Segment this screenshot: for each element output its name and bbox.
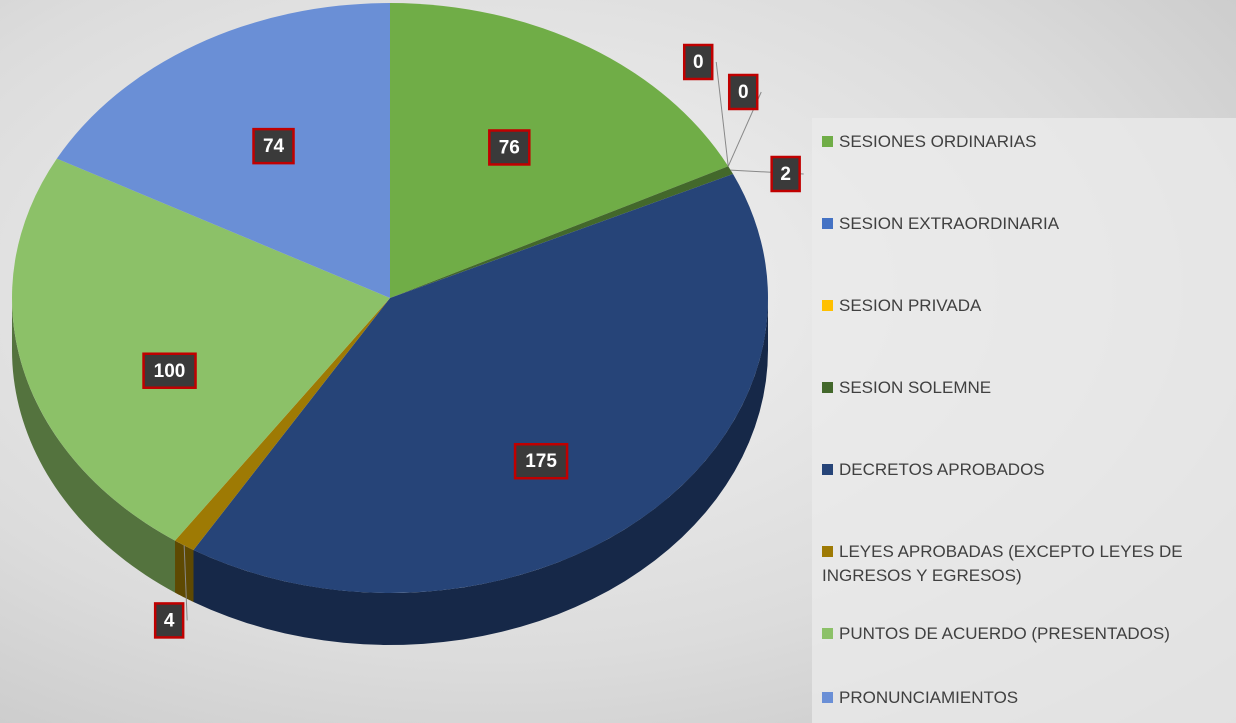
legend-label: PUNTOS DE ACUERDO (PRESENTADOS) (839, 624, 1170, 643)
pie-side (175, 540, 194, 603)
legend-label: SESION PRIVADA (839, 296, 982, 315)
pie-side (193, 298, 768, 645)
data-label: 74 (263, 136, 285, 157)
legend-swatch (822, 692, 833, 703)
legend-swatch (822, 628, 833, 639)
data-label-box (770, 155, 801, 193)
legend-swatch (822, 546, 833, 557)
pie-slice (390, 166, 734, 298)
data-label: 0 (738, 82, 749, 103)
pie-slice (56, 3, 391, 298)
data-label-box (142, 352, 197, 389)
legend-item: DECRETOS APROBADOS (822, 458, 1222, 482)
data-label: 2 (780, 164, 791, 185)
legend-label: PRONUNCIAMIENTOS (839, 688, 1019, 707)
legend-swatch (822, 382, 833, 393)
legend-item: LEYES APROBADAS (EXCEPTO LEYES DE INGRES… (822, 540, 1222, 588)
pie-sides (12, 298, 768, 645)
data-label: 76 (499, 137, 520, 158)
data-label-box (682, 43, 714, 81)
data-label-box (488, 129, 531, 166)
legend-swatch (822, 300, 833, 311)
data-label: 4 (164, 610, 175, 631)
pie-slice (193, 174, 768, 593)
data-label: 0 (693, 52, 704, 73)
data-label-box (727, 73, 759, 111)
legend-item: SESIONES ORDINARIAS (822, 130, 1222, 154)
legend-item: PUNTOS DE ACUERDO (PRESENTADOS) (822, 622, 1222, 646)
data-label-box (252, 127, 295, 165)
pie-slice (11, 158, 390, 541)
leader-line (715, 61, 729, 167)
pie-slice (390, 3, 729, 298)
legend-swatch (822, 464, 833, 475)
leader-line (183, 545, 188, 621)
legend-label: LEYES APROBADAS (EXCEPTO LEYES DE INGRES… (822, 542, 1183, 585)
legend: SESIONES ORDINARIAS SESION EXTRAORDINARIA… (812, 118, 1236, 723)
data-label: 175 (525, 451, 557, 472)
legend-label: DECRETOS APROBADOS (839, 460, 1045, 479)
legend-item: SESION EXTRAORDINARIA (822, 212, 1222, 236)
data-label: 100 (154, 361, 186, 382)
legend-label: SESIONES ORDINARIAS (839, 132, 1037, 151)
legend-label: SESION EXTRAORDINARIA (839, 214, 1060, 233)
data-label-box (153, 602, 185, 639)
legend-swatch (822, 136, 833, 147)
pie-slice (175, 298, 390, 551)
pie-side (12, 298, 176, 593)
legend-item: SESION SOLEMNE (822, 376, 1222, 400)
legend-swatch (822, 218, 833, 229)
legend-label: SESION SOLEMNE (839, 378, 992, 397)
legend-item: SESION PRIVADA (822, 294, 1222, 318)
legend-item: PRONUNCIAMIENTOS (822, 686, 1222, 710)
data-label-box (513, 442, 569, 480)
